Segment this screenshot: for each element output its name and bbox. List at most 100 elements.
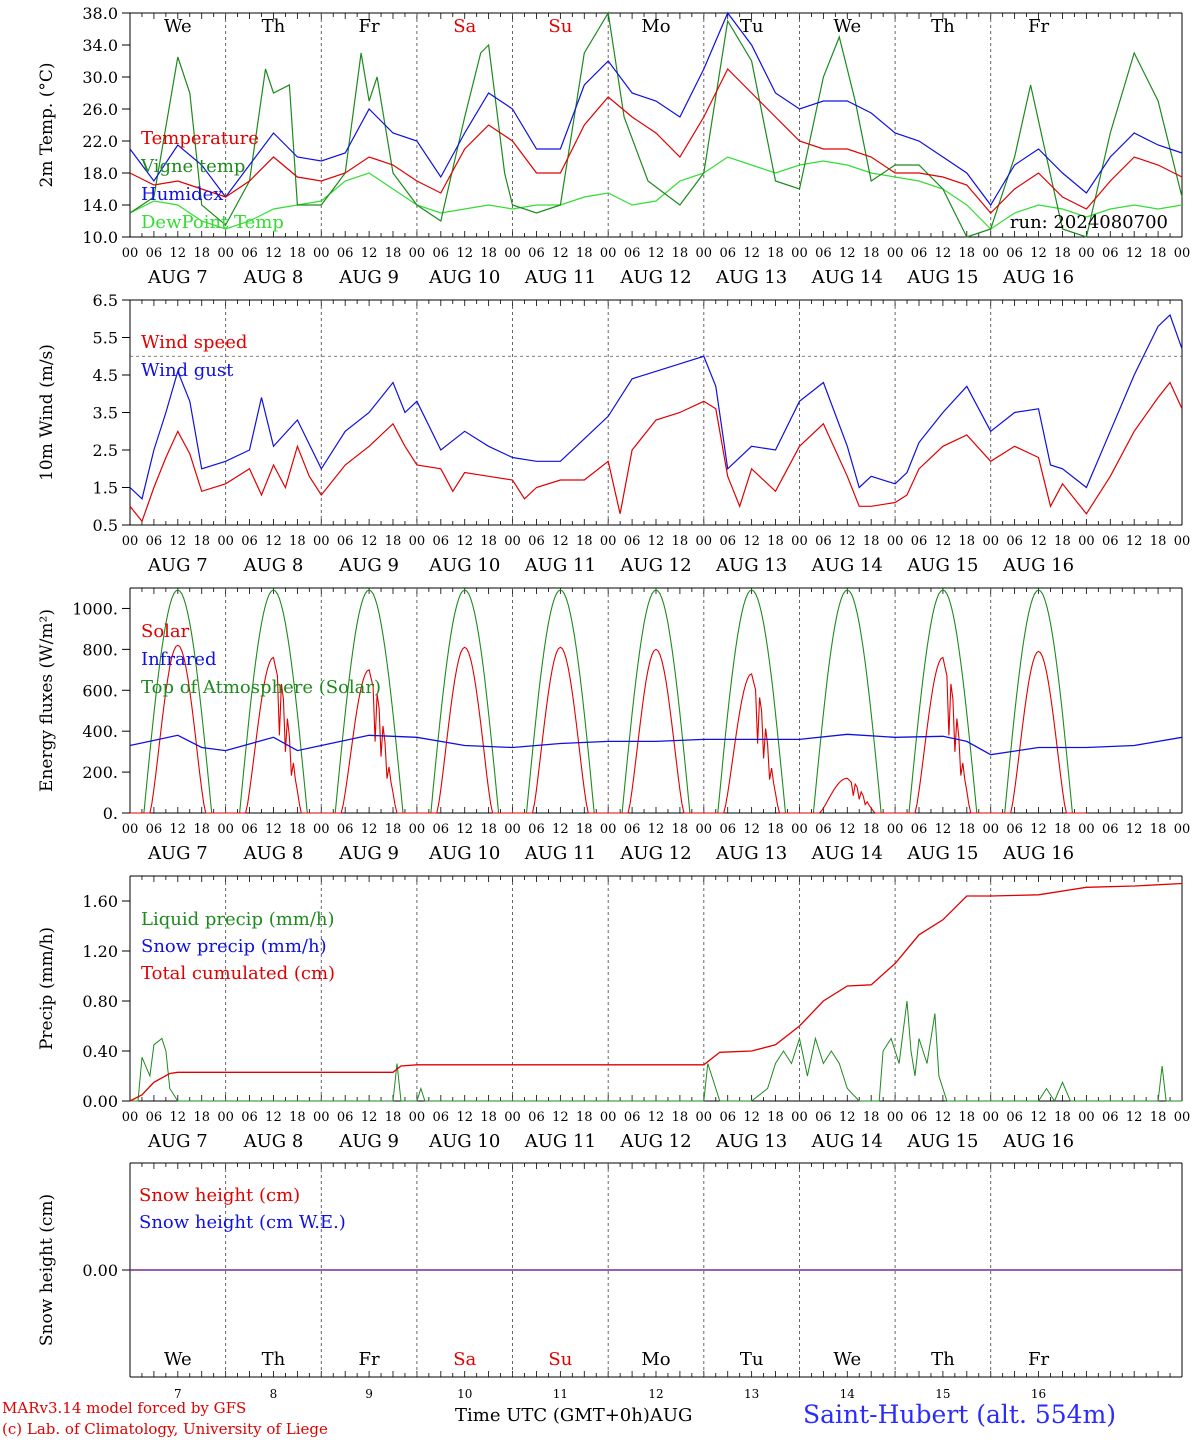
date-label: AUG 9 xyxy=(338,843,399,864)
hour-tick-label: 00 xyxy=(887,822,904,837)
y-tick-label: 0.5 xyxy=(93,516,118,535)
hour-tick-label: 00 xyxy=(409,822,426,837)
y-axis-title: 10m Wind (m/s) xyxy=(37,344,57,481)
y-tick-label: 1.60 xyxy=(82,892,118,911)
date-label: AUG 16 xyxy=(1002,555,1074,576)
y-axis-title: Snow height (cm) xyxy=(37,1194,57,1346)
hour-tick-label: 12 xyxy=(1030,1110,1047,1125)
y-axis-title: Precip (mm/h) xyxy=(37,927,57,1050)
hour-tick-label: 06 xyxy=(1006,1110,1023,1125)
date-label: AUG 16 xyxy=(1002,267,1074,288)
hour-tick-label: 00 xyxy=(1078,1110,1095,1125)
hour-tick-label: 00 xyxy=(504,822,521,837)
hour-tick-label: 06 xyxy=(719,1110,736,1125)
date-label: AUG 12 xyxy=(619,555,691,576)
hour-tick-label: 00 xyxy=(696,1110,713,1125)
hour-tick-label: 06 xyxy=(528,1110,545,1125)
y-axis-title: Energy fluxes (W/m²) xyxy=(37,609,57,792)
y-tick-label: 38.0 xyxy=(82,4,118,23)
legend-entry: Temperature xyxy=(141,128,259,149)
day-name-top: Tu xyxy=(740,16,764,37)
hour-tick-label: 06 xyxy=(624,534,641,549)
hour-tick-label: 18 xyxy=(576,822,593,837)
hour-tick-label: 18 xyxy=(385,1110,402,1125)
date-label: AUG 8 xyxy=(243,843,304,864)
date-label: AUG 14 xyxy=(811,843,883,864)
hour-tick-label: 18 xyxy=(576,534,593,549)
day-number: 16 xyxy=(1031,1387,1046,1401)
legend-entry: Humidex xyxy=(141,184,223,205)
hour-tick-label: 18 xyxy=(767,1110,784,1125)
hour-tick-label: 00 xyxy=(982,822,999,837)
date-label: AUG 8 xyxy=(243,267,304,288)
hour-tick-label: 00 xyxy=(791,246,808,261)
hour-tick-label: 12 xyxy=(839,1110,856,1125)
y-tick-label: 200. xyxy=(82,763,118,782)
y-tick-label: 6.5 xyxy=(93,291,118,310)
hour-tick-label: 18 xyxy=(767,822,784,837)
hour-tick-label: 12 xyxy=(935,246,952,261)
day-name-bottom: Mo xyxy=(641,1349,670,1370)
hour-tick-label: 12 xyxy=(170,534,187,549)
hour-tick-label: 06 xyxy=(1102,1110,1119,1125)
hour-tick-label: 06 xyxy=(624,246,641,261)
series-line-liquid-precip xyxy=(130,1000,1182,1103)
hour-tick-label: 18 xyxy=(193,1110,210,1125)
date-label: AUG 8 xyxy=(243,1131,304,1152)
hour-tick-label: 18 xyxy=(385,246,402,261)
series-line-dewpoint-temp xyxy=(129,156,1183,230)
date-label: AUG 11 xyxy=(524,1131,596,1152)
hour-tick-label: 00 xyxy=(122,246,139,261)
hour-tick-label: 18 xyxy=(1054,534,1071,549)
hour-tick-label: 12 xyxy=(1030,534,1047,549)
hour-tick-label: 00 xyxy=(504,1110,521,1125)
hour-tick-label: 00 xyxy=(1078,534,1095,549)
y-tick-label: 26.0 xyxy=(82,100,118,119)
hour-tick-label: 18 xyxy=(672,246,689,261)
hour-tick-label: 18 xyxy=(193,822,210,837)
legend-entry: Wind speed xyxy=(141,332,247,353)
hour-tick-label: 12 xyxy=(743,534,760,549)
hour-tick-label: 12 xyxy=(265,534,282,549)
hour-tick-label: 18 xyxy=(767,246,784,261)
hour-tick-label: 06 xyxy=(337,1110,354,1125)
hour-tick-label: 12 xyxy=(648,1110,665,1125)
hour-tick-label: 12 xyxy=(1030,246,1047,261)
model-credit: MARv3.14 model forced by GFS xyxy=(2,1399,247,1417)
hour-tick-label: 00 xyxy=(982,1110,999,1125)
hour-tick-label: 00 xyxy=(1078,822,1095,837)
hour-tick-label: 06 xyxy=(815,246,832,261)
hour-tick-label: 00 xyxy=(409,534,426,549)
hour-tick-label: 00 xyxy=(313,246,330,261)
legend-entry: Solar xyxy=(141,621,190,642)
date-label: AUG 9 xyxy=(338,267,399,288)
y-tick-label: 0.40 xyxy=(82,1042,118,1061)
day-number: 11 xyxy=(553,1387,568,1401)
hour-tick-label: 12 xyxy=(1126,534,1143,549)
date-label: AUG 13 xyxy=(715,555,787,576)
hour-tick-label: 18 xyxy=(863,1110,880,1125)
hour-tick-label: 12 xyxy=(648,822,665,837)
day-number: 10 xyxy=(457,1387,472,1401)
hour-tick-label: 00 xyxy=(313,822,330,837)
date-label: AUG 10 xyxy=(428,267,500,288)
legend-entry: Vigne temp xyxy=(140,156,245,177)
hour-tick-label: 00 xyxy=(791,822,808,837)
date-label: AUG 7 xyxy=(147,267,208,288)
hour-tick-label: 12 xyxy=(552,822,569,837)
hour-tick-label: 12 xyxy=(265,822,282,837)
series-line-vigne-temp xyxy=(129,11,1183,238)
day-name-top: Sa xyxy=(453,16,476,37)
hour-tick-label: 06 xyxy=(433,822,450,837)
hour-tick-label: 18 xyxy=(1150,822,1167,837)
day-name-bottom: Fr xyxy=(1028,1349,1049,1370)
hour-tick-label: 12 xyxy=(935,534,952,549)
date-label: AUG 12 xyxy=(619,843,691,864)
hour-tick-label: 12 xyxy=(552,1110,569,1125)
hour-tick-label: 00 xyxy=(122,534,139,549)
hour-tick-label: 00 xyxy=(696,534,713,549)
hour-tick-label: 18 xyxy=(480,822,497,837)
hour-tick-label: 18 xyxy=(1054,246,1071,261)
hour-tick-label: 12 xyxy=(743,822,760,837)
